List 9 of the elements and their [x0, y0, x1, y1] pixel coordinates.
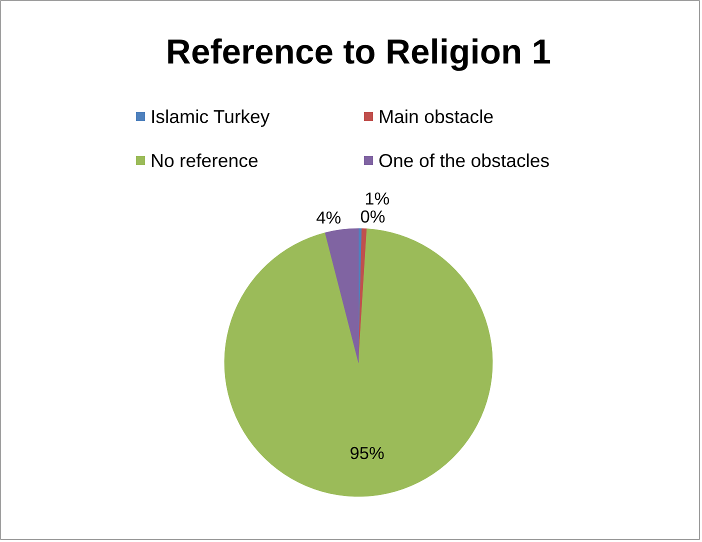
legend-label: One of the obstacles: [378, 150, 550, 171]
data-label: 4%: [316, 208, 342, 228]
data-label: 95%: [350, 443, 384, 464]
legend-label: Islamic Turkey: [150, 106, 270, 127]
legend-label: Main obstacle: [378, 106, 494, 127]
chart-title: Reference to Religion 1: [166, 34, 552, 72]
legend-label: No reference: [150, 150, 258, 171]
data-label: 1%: [364, 188, 390, 209]
data-label: 0%: [360, 206, 386, 227]
